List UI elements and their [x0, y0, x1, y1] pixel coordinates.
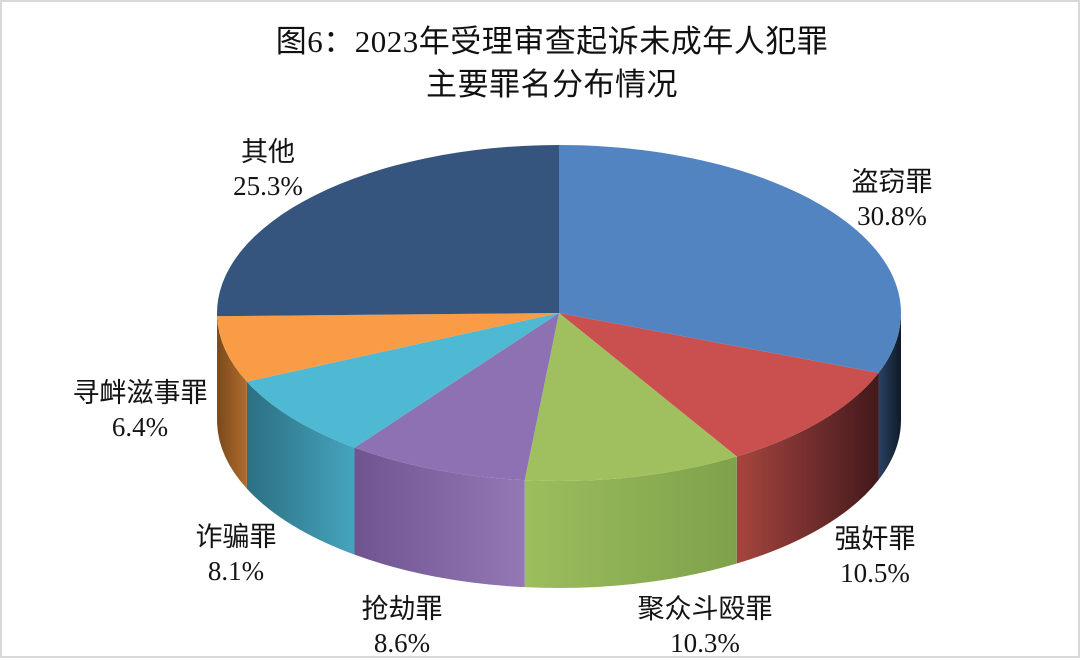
pie-label-value: 8.1% — [196, 554, 277, 588]
pie-label-provoking-trouble: 寻衅滋事罪 6.4% — [73, 376, 208, 444]
pie-label-name: 抢劫罪 — [362, 592, 443, 626]
pie-label-theft: 盗窃罪 30.8% — [852, 165, 933, 233]
pie-label-name: 聚众斗殴罪 — [638, 592, 773, 626]
pie-label-other: 其他 25.3% — [233, 135, 303, 203]
pie-label-value: 6.4% — [73, 410, 208, 444]
pie-label-name: 诈骗罪 — [196, 520, 277, 554]
pie-label-name: 盗窃罪 — [852, 165, 933, 199]
pie-label-rape: 强奸罪 10.5% — [835, 522, 916, 590]
pie-label-value: 30.8% — [852, 199, 933, 233]
pie-label-value: 10.5% — [835, 556, 916, 590]
pie-label-group-brawl: 聚众斗殴罪 10.3% — [638, 592, 773, 660]
pie-label-robbery: 抢劫罪 8.6% — [362, 592, 443, 660]
pie-label-name: 寻衅滋事罪 — [73, 376, 208, 410]
pie-label-name: 强奸罪 — [835, 522, 916, 556]
pie-label-fraud: 诈骗罪 8.1% — [196, 520, 277, 588]
pie-label-value: 10.3% — [638, 626, 773, 660]
pie-label-value: 25.3% — [233, 169, 303, 203]
pie-label-name: 其他 — [233, 135, 303, 169]
pie-label-value: 8.6% — [362, 626, 443, 660]
